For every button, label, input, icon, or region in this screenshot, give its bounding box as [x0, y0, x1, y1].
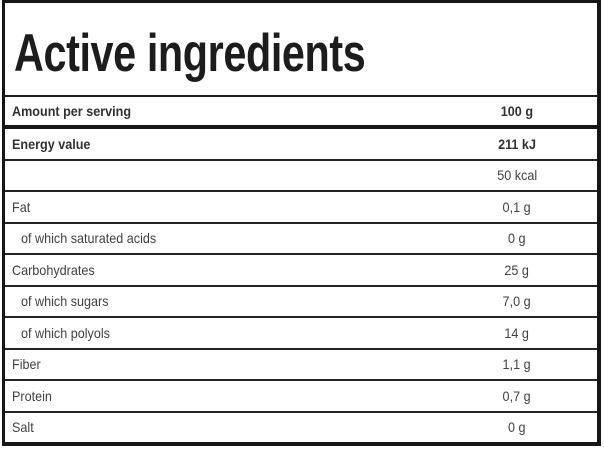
header-value: 100 g — [500, 103, 534, 119]
row-value-cell: 50 kcal — [437, 167, 597, 183]
row-label-cell: of which sugars — [5, 293, 437, 309]
row-value-cell: 211 kJ — [437, 136, 597, 152]
table-header-row: Amount per serving 100 g — [5, 97, 597, 129]
table-row: Carbohydrates 25 g — [5, 255, 597, 287]
row-value-cell: 0,1 g — [437, 199, 597, 215]
row-value: 14 g — [504, 324, 530, 341]
row-label-cell: Energy value — [5, 136, 437, 152]
header-value-cell: 100 g — [437, 103, 597, 119]
table-row: 50 kcal — [5, 161, 597, 192]
row-label: of which sugars — [21, 293, 109, 310]
row-value: 0 g — [508, 230, 526, 247]
table-row: Fiber 1,1 g — [5, 350, 597, 381]
row-value: 0,7 g — [502, 387, 532, 404]
row-value: 7,0 g — [502, 293, 532, 310]
row-value-cell: 7,0 g — [437, 293, 597, 309]
row-label-cell: Fat — [5, 199, 437, 215]
row-value-cell: 1,1 g — [437, 356, 597, 372]
row-label: Fat — [12, 198, 31, 215]
row-label-cell: of which polyols — [5, 325, 437, 341]
page-title: Active ingredients — [14, 23, 366, 83]
row-value: 1,1 g — [502, 356, 532, 373]
row-value: 0,1 g — [502, 198, 532, 215]
nutrition-rows: Energy value 211 kJ 50 kcal Fat 0,1 g of… — [5, 129, 597, 442]
table-row: of which polyols 14 g — [5, 318, 597, 350]
row-label: Carbohydrates — [12, 261, 95, 278]
row-label-cell: of which saturated acids — [5, 230, 437, 246]
row-label-cell — [5, 167, 437, 183]
title-section: Active ingredients — [5, 3, 597, 97]
row-value-cell: 0 g — [437, 230, 597, 246]
row-value: 25 g — [504, 261, 530, 278]
row-label-cell: Salt — [5, 419, 437, 435]
row-value-cell: 14 g — [437, 325, 597, 341]
table-row: of which sugars 7,0 g — [5, 287, 597, 318]
table-row: Energy value 211 kJ — [5, 129, 597, 161]
table-row: Salt 0 g — [5, 413, 597, 443]
row-value: 0 g — [508, 419, 526, 436]
table-row: Fat 0,1 g — [5, 192, 597, 224]
header-label: Amount per serving — [12, 103, 132, 119]
row-value: 50 kcal — [497, 167, 537, 184]
table-row: of which saturated acids 0 g — [5, 224, 597, 255]
row-value-cell: 0 g — [437, 419, 597, 435]
row-label: of which saturated acids — [21, 230, 157, 247]
row-label: of which polyols — [21, 324, 110, 341]
row-label: Energy value — [12, 135, 91, 152]
row-value-cell: 25 g — [437, 262, 597, 278]
row-label-cell: Carbohydrates — [5, 262, 437, 278]
row-label: Salt — [12, 419, 34, 436]
row-label: Fiber — [12, 356, 41, 373]
header-label-cell: Amount per serving — [5, 103, 437, 119]
table-row: Protein 0,7 g — [5, 381, 597, 413]
row-label: Protein — [12, 387, 52, 404]
row-label-cell: Protein — [5, 388, 437, 404]
row-label-cell: Fiber — [5, 356, 437, 372]
row-value: 211 kJ — [498, 135, 536, 152]
row-value-cell: 0,7 g — [437, 388, 597, 404]
